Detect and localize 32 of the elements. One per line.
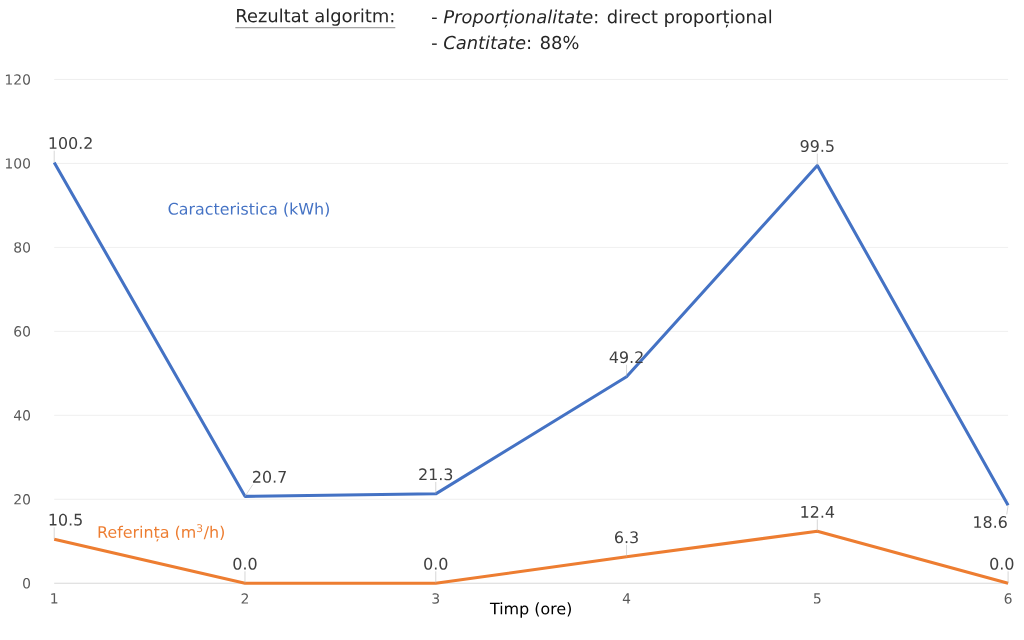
data-label: 6.3 <box>615 531 638 544</box>
y-tick-label: 80 <box>14 242 31 253</box>
x-tick-label: 3 <box>432 593 440 604</box>
line-series <box>52 161 1010 507</box>
y-tick-label: 40 <box>13 410 31 421</box>
y-tick-label: 100 <box>5 158 31 169</box>
data-label: 99.5 <box>800 140 834 153</box>
x-tick-label: 1 <box>51 593 58 604</box>
chart-title: Rezultat algoritm: <box>237 8 394 26</box>
data-label: 49.2 <box>609 351 643 364</box>
y-tick-label: 0 <box>23 578 31 589</box>
data-label: 12.4 <box>801 505 835 518</box>
data-label: 100.2 <box>49 137 92 150</box>
x-tick-label: 5 <box>813 593 821 604</box>
data-label: 20.7 <box>253 470 286 483</box>
x-axis-title: Timp (ore) <box>489 602 571 618</box>
x-tick-label: 2 <box>241 593 249 604</box>
x-tick-label: 6 <box>1004 593 1012 604</box>
y-tick-label: 60 <box>14 326 31 337</box>
chart-subtitle: - Proporționalitate: direct proporțional <box>432 9 772 28</box>
x-tick-label: 4 <box>622 593 631 604</box>
y-tick-label: 20 <box>14 494 31 505</box>
data-label: 21.3 <box>419 468 453 481</box>
data-label: 18.6 <box>974 516 1007 529</box>
text: - Cantitate: 88% <box>432 35 579 50</box>
y-tick-label: 120 <box>5 74 31 85</box>
text: Caracteristica (kWh) <box>168 202 329 217</box>
data-label: 10.5 <box>49 513 82 526</box>
series-label: Referința (m$^{3}$/h) <box>98 524 224 542</box>
data-label: 0.0 <box>233 557 257 570</box>
data-label: 0.0 <box>424 557 448 570</box>
data-label: 0.0 <box>990 557 1014 570</box>
